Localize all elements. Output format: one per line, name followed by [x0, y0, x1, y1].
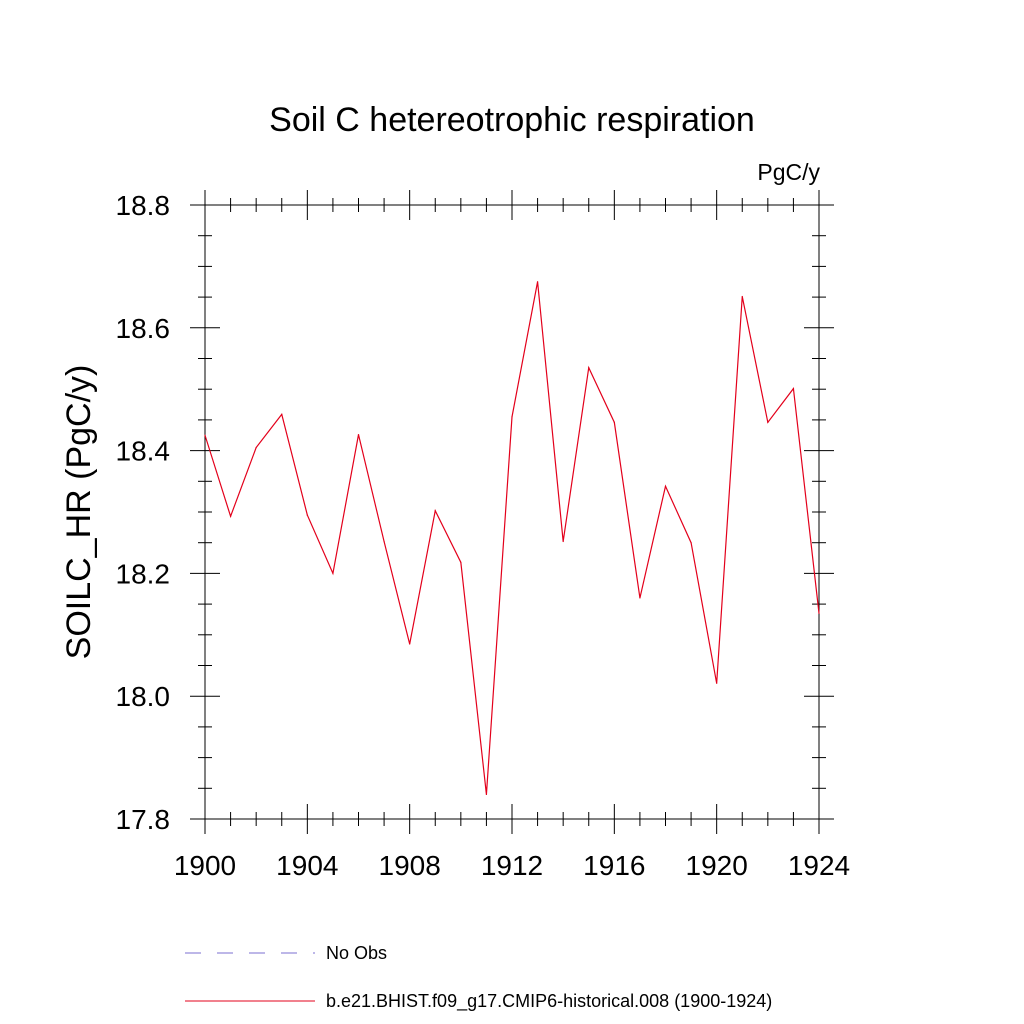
- data-point: [460, 561, 462, 563]
- x-tick-label: 1920: [686, 850, 748, 881]
- x-tick-label: 1908: [379, 850, 441, 881]
- y-tick-label: 18.0: [116, 681, 171, 712]
- data-point: [357, 434, 360, 436]
- data-point: [306, 514, 308, 516]
- x-tick-label: 1924: [788, 850, 850, 881]
- x-tick-label: 1904: [276, 850, 338, 881]
- data-point: [792, 387, 795, 390]
- data-point: [716, 682, 718, 684]
- y-tick-label: 18.4: [116, 436, 171, 467]
- series-layer: [204, 281, 820, 796]
- data-point: [229, 515, 232, 517]
- data-point: [690, 542, 692, 544]
- x-tick-label: 1912: [481, 850, 543, 881]
- data-point: [434, 510, 436, 512]
- y-tick-label: 18.6: [116, 313, 171, 344]
- y-axis-label: SOILC_HR (PgC/y): [60, 365, 98, 660]
- data-point: [588, 367, 590, 369]
- data-point: [818, 612, 820, 614]
- axis-ticks: [190, 190, 834, 834]
- data-point: [204, 434, 206, 436]
- data-point: [511, 416, 513, 418]
- x-tick-label: 1916: [583, 850, 645, 881]
- data-point: [281, 413, 283, 415]
- data-point: [562, 540, 564, 543]
- data-point: [409, 643, 411, 645]
- data-point: [613, 421, 615, 423]
- legend: No Obs b.e21.BHIST.f09_g17.CMIP6-histori…: [185, 943, 772, 1012]
- units-label: PgC/y: [757, 159, 820, 185]
- y-tick-label: 18.8: [116, 190, 171, 221]
- data-point: [639, 597, 641, 599]
- legend-label-historical: b.e21.BHIST.f09_g17.CMIP6-historical.008…: [326, 991, 772, 1012]
- plot-frame: [204, 204, 820, 820]
- series-line-1: [204, 281, 820, 795]
- y-tick-label: 17.8: [116, 804, 171, 835]
- y-tick-labels: 17.8 18.0 18.2 18.4 18.6 18.8: [116, 190, 171, 835]
- data-point: [255, 446, 257, 449]
- data-point: [664, 485, 667, 487]
- legend-label-no-obs: No Obs: [326, 943, 387, 963]
- data-point: [767, 421, 769, 423]
- x-tick-label: 1900: [174, 850, 236, 881]
- data-point: [332, 572, 334, 575]
- chart-title: Soil C hetereotrophic respiration: [269, 101, 755, 139]
- x-tick-labels: 1900 1904 1908 1912 1916 1920 1924: [174, 850, 850, 881]
- y-tick-label: 18.2: [116, 558, 171, 589]
- data-point: [485, 793, 488, 796]
- data-point: [536, 281, 539, 283]
- data-point: [741, 295, 743, 298]
- data-point: [383, 540, 385, 543]
